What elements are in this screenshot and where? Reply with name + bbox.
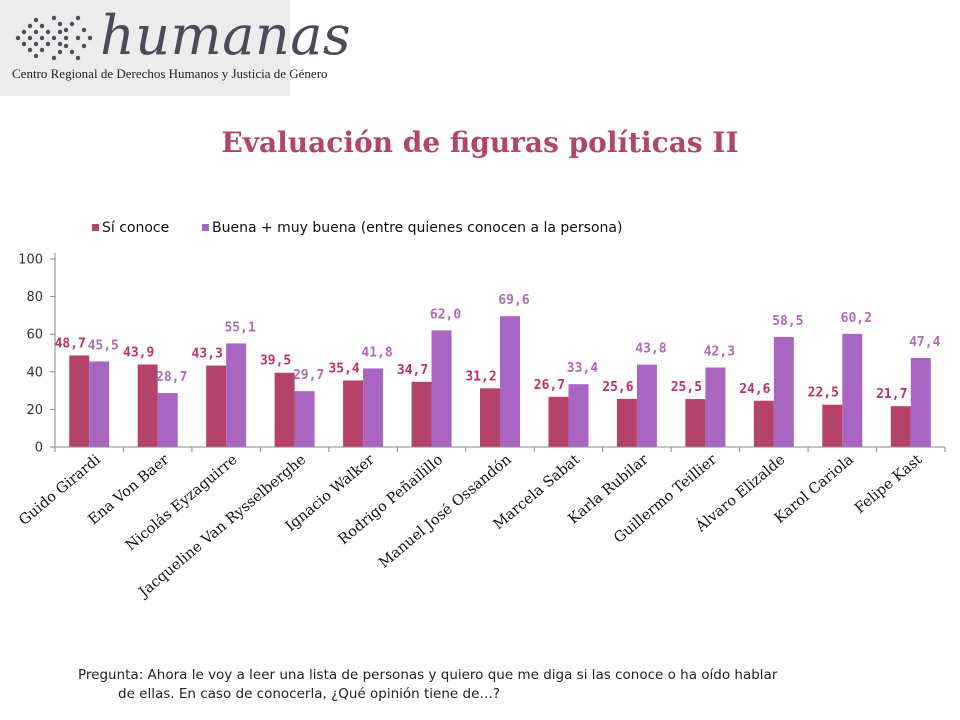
bar-buena-muy-buena	[842, 333, 863, 447]
data-label: 28,7	[156, 370, 187, 385]
data-label: 31,2	[465, 369, 496, 384]
bar-si-conoce	[411, 381, 432, 447]
data-label: 47,4	[909, 335, 940, 350]
data-label: 34,7	[397, 363, 428, 378]
data-label: 69,6	[498, 293, 529, 308]
bar-si-conoce	[343, 380, 364, 447]
logo-wordmark: humanas	[100, 4, 352, 67]
bar-buena-muy-buena	[226, 343, 247, 447]
bar-si-conoce	[69, 355, 90, 447]
data-label: 60,2	[841, 311, 872, 326]
footnote-line-1: Pregunta: Ahora le voy a leer una lista …	[78, 667, 778, 683]
data-label: 25,6	[602, 380, 633, 395]
data-label: 45,5	[88, 338, 119, 353]
data-label: 43,8	[635, 342, 666, 357]
data-label: 55,1	[224, 320, 255, 335]
y-tick-label: 60	[26, 328, 43, 343]
bar-si-conoce	[753, 400, 774, 447]
data-label: 48,7	[55, 336, 86, 351]
y-tick-label: 0	[35, 441, 43, 456]
bar-buena-muy-buena	[157, 393, 178, 447]
data-label: 39,5	[260, 354, 291, 369]
bar-si-conoce	[137, 364, 158, 447]
bar-si-conoce	[616, 398, 637, 447]
data-label: 41,8	[361, 345, 392, 360]
bar-buena-muy-buena	[910, 357, 931, 447]
question-footnote: Pregunta: Ahora le voy a leer una lista …	[78, 666, 898, 704]
logo: humanas Centro Regional de Derechos Huma…	[0, 0, 351, 96]
data-label: 33,4	[567, 361, 598, 376]
bar-buena-muy-buena	[773, 337, 794, 447]
page-title: Evaluación de figuras políticas II	[221, 126, 739, 159]
humanas-logo-icon	[15, 15, 93, 61]
bar-si-conoce	[548, 396, 569, 447]
bar-chart: 0 20 40 60 80 100 48,7 45,5 43,928,7 43,355,1 39,5…	[16, 220, 946, 602]
bar-buena-muy-buena	[431, 330, 452, 447]
bar-buena-muy-buena	[568, 384, 589, 447]
data-label: 24,6	[739, 382, 770, 397]
data-label: 62,0	[430, 307, 461, 322]
bar-buena-muy-buena	[363, 368, 384, 447]
y-tick-label: 100	[18, 253, 43, 268]
data-label: 43,3	[191, 347, 222, 362]
y-tick-label: 80	[26, 290, 43, 305]
data-label: 22,5	[808, 386, 839, 401]
x-tick-label: Felipe Kast	[852, 452, 925, 517]
data-label: 25,5	[671, 380, 702, 395]
data-label: 29,7	[293, 368, 324, 383]
legend-label: Buena + muy buena (entre quienes conocen…	[212, 220, 622, 236]
data-label: 43,9	[123, 345, 154, 360]
x-tick-label: Manuel José Ossandón	[376, 452, 514, 572]
bar-si-conoce	[480, 388, 500, 447]
bar-si-conoce	[685, 399, 706, 447]
bar-buena-muy-buena	[705, 367, 726, 447]
bar-buena-muy-buena	[294, 391, 315, 447]
bar-buena-muy-buena	[636, 364, 657, 447]
data-label: 42,3	[704, 344, 735, 359]
legend-swatch	[92, 224, 99, 231]
bar-si-conoce	[206, 365, 227, 447]
data-label: 26,7	[534, 378, 565, 393]
data-label: 35,4	[328, 361, 359, 376]
data-label: 58,5	[772, 314, 803, 329]
bar-si-conoce	[890, 406, 911, 447]
data-label: 21,7	[876, 387, 907, 402]
legend-swatch	[202, 224, 209, 231]
y-tick-label: 40	[26, 365, 43, 380]
y-tick-label: 20	[26, 403, 43, 418]
footnote-line-2: de ellas. En caso de conocerla, ¿Qué opi…	[118, 686, 501, 702]
legend-label: Sí conoce	[102, 220, 169, 236]
bar-si-conoce	[274, 372, 295, 447]
bar-si-conoce	[822, 404, 843, 447]
logo-subtitle: Centro Regional de Derechos Humanos y Ju…	[12, 66, 328, 81]
bar-buena-muy-buena	[500, 316, 520, 447]
x-tick-label: Nicolás Eyzaguirre	[123, 452, 241, 554]
bar-buena-muy-buena	[89, 361, 110, 447]
